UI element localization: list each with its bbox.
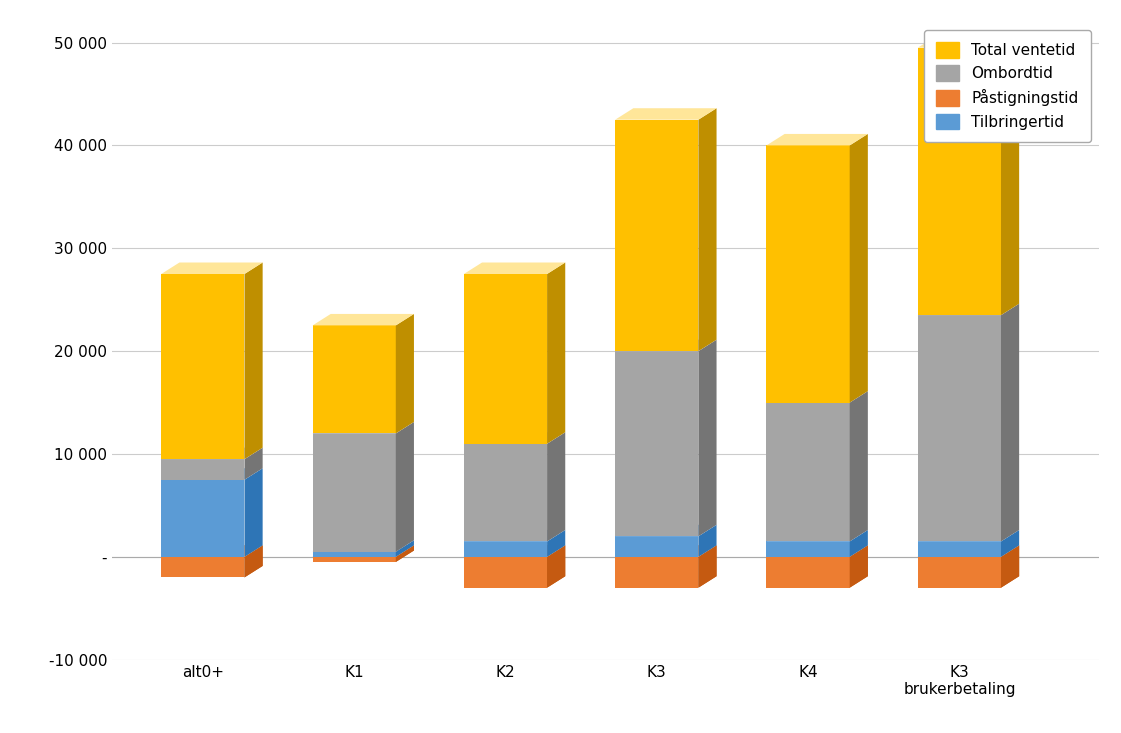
Polygon shape — [464, 545, 565, 557]
Polygon shape — [615, 119, 698, 351]
Polygon shape — [547, 545, 565, 588]
Polygon shape — [615, 351, 698, 537]
Polygon shape — [244, 262, 262, 459]
Polygon shape — [918, 557, 1001, 588]
Polygon shape — [547, 530, 565, 557]
Polygon shape — [464, 545, 565, 557]
Polygon shape — [1001, 36, 1019, 315]
Polygon shape — [313, 552, 396, 557]
Polygon shape — [698, 545, 716, 588]
Polygon shape — [767, 134, 868, 145]
Polygon shape — [918, 303, 1019, 315]
Polygon shape — [464, 557, 547, 588]
Legend: Total ventetid, Ombordtid, Påstigningstid, Tilbringertid: Total ventetid, Ombordtid, Påstigningsti… — [924, 29, 1091, 142]
Polygon shape — [1001, 530, 1019, 557]
Polygon shape — [767, 391, 868, 402]
Polygon shape — [464, 274, 547, 443]
Polygon shape — [464, 530, 565, 542]
Polygon shape — [918, 48, 1001, 315]
Polygon shape — [396, 545, 414, 562]
Polygon shape — [396, 314, 414, 433]
Polygon shape — [698, 525, 716, 557]
Polygon shape — [767, 542, 850, 557]
Polygon shape — [161, 448, 262, 459]
Polygon shape — [313, 545, 414, 557]
Polygon shape — [464, 557, 547, 588]
Polygon shape — [850, 391, 868, 542]
Polygon shape — [918, 542, 1001, 557]
Polygon shape — [161, 468, 262, 479]
Polygon shape — [615, 545, 716, 557]
Polygon shape — [161, 479, 244, 557]
Polygon shape — [464, 542, 547, 557]
Polygon shape — [698, 339, 716, 537]
Polygon shape — [615, 545, 716, 557]
Polygon shape — [850, 530, 868, 557]
Polygon shape — [547, 262, 565, 443]
Polygon shape — [161, 274, 244, 459]
Polygon shape — [244, 545, 262, 578]
Polygon shape — [1001, 545, 1019, 588]
Polygon shape — [313, 314, 414, 325]
Polygon shape — [767, 557, 850, 588]
Polygon shape — [313, 540, 414, 552]
Polygon shape — [615, 537, 698, 557]
Polygon shape — [615, 339, 716, 351]
Polygon shape — [396, 545, 414, 562]
Polygon shape — [313, 557, 396, 562]
Polygon shape — [161, 459, 244, 479]
Polygon shape — [850, 545, 868, 588]
Polygon shape — [1001, 545, 1019, 588]
Polygon shape — [767, 145, 850, 402]
Polygon shape — [767, 545, 868, 557]
Polygon shape — [313, 422, 414, 433]
Polygon shape — [698, 108, 716, 351]
Polygon shape — [1001, 303, 1019, 542]
Polygon shape — [313, 545, 414, 557]
Polygon shape — [396, 540, 414, 557]
Polygon shape — [396, 422, 414, 552]
Polygon shape — [547, 432, 565, 542]
Polygon shape — [615, 108, 716, 119]
Polygon shape — [464, 432, 565, 443]
Polygon shape — [698, 545, 716, 588]
Polygon shape — [767, 402, 850, 542]
Polygon shape — [615, 557, 698, 588]
Polygon shape — [313, 557, 396, 562]
Polygon shape — [464, 262, 565, 274]
Polygon shape — [313, 433, 396, 552]
Polygon shape — [161, 557, 244, 578]
Polygon shape — [918, 545, 1019, 557]
Polygon shape — [244, 468, 262, 557]
Polygon shape — [767, 530, 868, 542]
Polygon shape — [918, 315, 1001, 542]
Polygon shape — [767, 557, 850, 588]
Polygon shape — [161, 545, 262, 557]
Polygon shape — [464, 443, 547, 542]
Polygon shape — [313, 325, 396, 433]
Polygon shape — [161, 545, 262, 557]
Polygon shape — [615, 525, 716, 537]
Polygon shape — [918, 545, 1019, 557]
Polygon shape — [161, 557, 244, 578]
Polygon shape — [918, 530, 1019, 542]
Polygon shape — [244, 448, 262, 479]
Polygon shape — [615, 557, 698, 588]
Polygon shape — [161, 262, 262, 274]
Polygon shape — [244, 545, 262, 578]
Polygon shape — [547, 545, 565, 588]
Polygon shape — [850, 545, 868, 588]
Polygon shape — [850, 134, 868, 402]
Polygon shape — [918, 36, 1019, 48]
Polygon shape — [918, 557, 1001, 588]
Polygon shape — [767, 545, 868, 557]
